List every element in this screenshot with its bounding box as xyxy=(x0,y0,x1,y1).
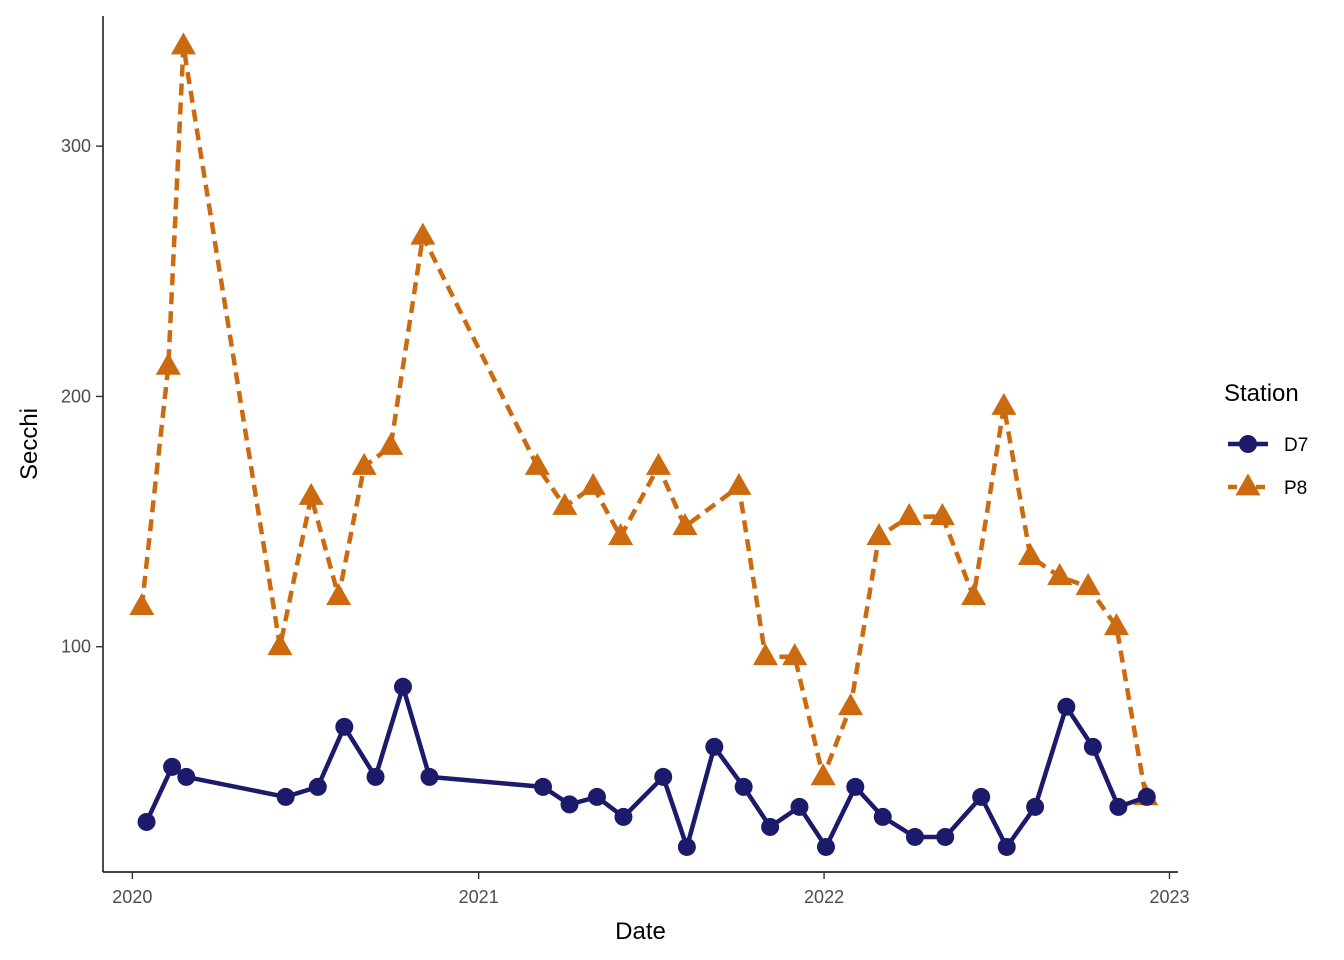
data-point-p8 xyxy=(672,512,698,535)
data-point-p8 xyxy=(782,643,808,666)
data-point-p8 xyxy=(351,452,377,475)
x-tick-label: 2021 xyxy=(459,887,499,907)
series-d7 xyxy=(137,677,1156,856)
plot-area xyxy=(129,32,1159,856)
data-point-d7 xyxy=(677,837,696,856)
data-point-d7 xyxy=(335,717,354,736)
data-point-p8 xyxy=(378,432,404,455)
data-point-d7 xyxy=(761,817,780,836)
data-point-p8 xyxy=(866,522,892,545)
data-point-p8 xyxy=(726,472,752,495)
series-p8 xyxy=(129,32,1159,806)
legend-label: P8 xyxy=(1284,478,1307,499)
legend: Station D7 P8 xyxy=(1224,380,1308,499)
y-axis-title: Secchi xyxy=(16,408,43,480)
data-point-p8 xyxy=(1103,613,1129,636)
data-point-d7 xyxy=(873,807,892,826)
data-point-p8 xyxy=(1047,563,1073,586)
data-point-d7 xyxy=(972,787,991,806)
data-point-p8 xyxy=(961,583,987,606)
data-point-p8 xyxy=(298,482,324,505)
data-point-d7 xyxy=(1109,797,1128,816)
data-point-d7 xyxy=(816,837,835,856)
data-point-p8 xyxy=(267,633,293,656)
data-point-p8 xyxy=(752,643,778,666)
x-axis-title: Date xyxy=(615,918,666,945)
data-point-p8 xyxy=(1075,573,1101,596)
data-point-p8 xyxy=(929,502,955,525)
data-point-d7 xyxy=(1057,697,1076,716)
x-tick-label: 2020 xyxy=(112,887,152,907)
legend-title: Station xyxy=(1224,380,1299,407)
data-point-p8 xyxy=(155,352,181,375)
data-point-d7 xyxy=(163,757,182,776)
data-point-p8 xyxy=(129,593,155,616)
data-point-p8 xyxy=(410,222,436,245)
data-point-d7 xyxy=(534,777,553,796)
y-axis-ticks: 100 200 300 xyxy=(61,136,103,657)
data-point-d7 xyxy=(654,767,673,786)
data-point-d7 xyxy=(997,837,1016,856)
legend-item-p8: P8 xyxy=(1228,473,1307,499)
legend-key-marker xyxy=(1239,435,1257,453)
data-point-d7 xyxy=(137,812,156,831)
legend-label: D7 xyxy=(1284,435,1308,456)
data-point-p8 xyxy=(170,32,196,55)
data-point-p8 xyxy=(524,452,550,475)
data-point-p8 xyxy=(1017,542,1043,565)
data-point-d7 xyxy=(587,787,606,806)
series-line-d7 xyxy=(144,684,1148,850)
x-tick-label: 2022 xyxy=(804,887,844,907)
data-point-d7 xyxy=(1026,797,1045,816)
data-point-d7 xyxy=(177,767,196,786)
data-point-d7 xyxy=(614,807,633,826)
data-point-d7 xyxy=(734,777,753,796)
data-point-d7 xyxy=(420,767,439,786)
data-point-p8 xyxy=(896,502,922,525)
data-point-p8 xyxy=(552,492,578,515)
data-point-p8 xyxy=(645,452,671,475)
x-tick-label: 2023 xyxy=(1149,887,1189,907)
data-point-d7 xyxy=(1137,787,1156,806)
data-point-p8 xyxy=(608,522,634,545)
legend-key-marker xyxy=(1235,473,1261,496)
data-point-p8 xyxy=(580,472,606,495)
data-point-d7 xyxy=(1083,737,1102,756)
data-point-d7 xyxy=(790,797,809,816)
data-point-d7 xyxy=(846,777,865,796)
data-point-d7 xyxy=(560,795,579,814)
series-line-p8 xyxy=(139,43,1149,798)
x-axis-ticks: 2020 2021 2022 2023 xyxy=(112,872,1190,907)
data-point-d7 xyxy=(705,737,724,756)
y-tick-label: 300 xyxy=(61,136,91,156)
data-point-d7 xyxy=(393,677,412,696)
data-point-d7 xyxy=(276,787,295,806)
y-tick-label: 200 xyxy=(61,386,91,406)
data-point-p8 xyxy=(810,763,836,786)
legend-item-d7: D7 xyxy=(1228,435,1308,456)
data-point-d7 xyxy=(366,767,385,786)
y-tick-label: 100 xyxy=(61,637,91,657)
data-point-p8 xyxy=(991,392,1017,415)
data-point-d7 xyxy=(905,827,924,846)
data-point-d7 xyxy=(936,827,955,846)
data-point-p8 xyxy=(838,693,864,716)
data-point-p8 xyxy=(326,583,352,606)
data-point-d7 xyxy=(308,777,327,796)
